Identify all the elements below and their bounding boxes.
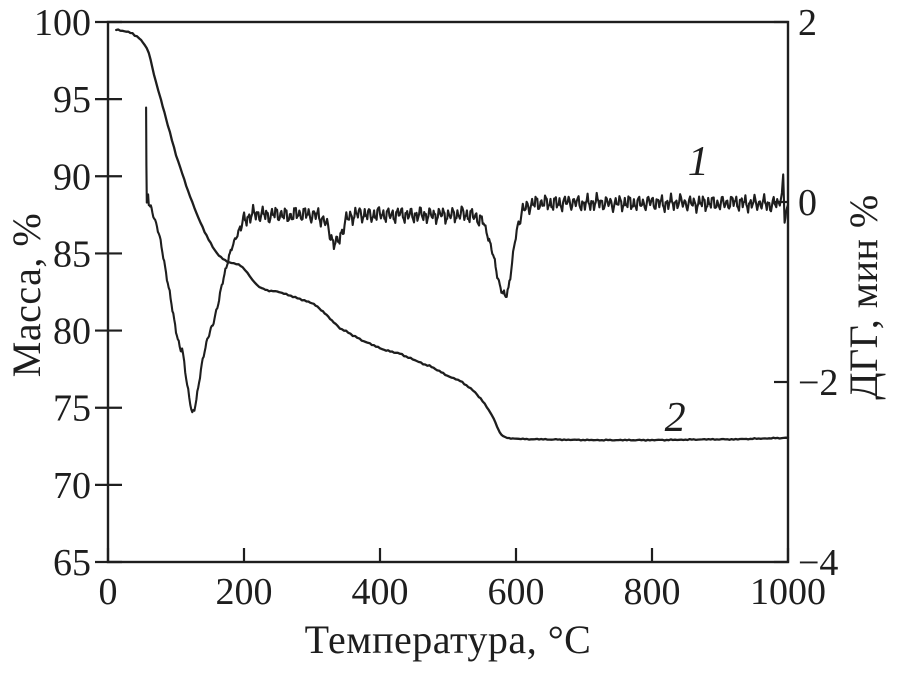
x-tick-label: 800 (624, 571, 681, 613)
right-y-tick-label: 0 (798, 182, 817, 224)
dtg-curve (145, 106, 790, 414)
left-y-tick-label: 95 (53, 79, 91, 121)
left-y-tick-label: 85 (53, 233, 91, 275)
curve-label-1: 1 (688, 139, 709, 185)
right-y-tick-label: −2 (798, 362, 838, 404)
left-y-tick-label: 90 (53, 156, 91, 198)
tg-curve (115, 28, 790, 442)
x-tick-label: 400 (352, 571, 409, 613)
left-y-tick-label: 70 (53, 465, 91, 507)
right-y-tick-label: 2 (798, 2, 817, 44)
x-axis-title: Температура, °C (304, 617, 592, 662)
x-tick-label: 600 (488, 571, 545, 613)
right-axis-title: ДГГ, мин % (841, 194, 886, 400)
right-y-tick-label: −4 (798, 542, 838, 584)
plot-frame (106, 20, 790, 564)
left-y-tick-label: 75 (53, 388, 91, 430)
left-y-tick-label: 80 (53, 311, 91, 353)
x-tick-label: 200 (216, 571, 273, 613)
x-tick-label: 1000 (750, 571, 826, 613)
left-y-tick-label: 65 (53, 542, 91, 584)
left-y-tick-label: 100 (34, 2, 91, 44)
curve-label-2: 2 (665, 395, 686, 441)
left-axis-title: Масса, % (4, 212, 49, 378)
x-tick-label: 0 (99, 571, 118, 613)
